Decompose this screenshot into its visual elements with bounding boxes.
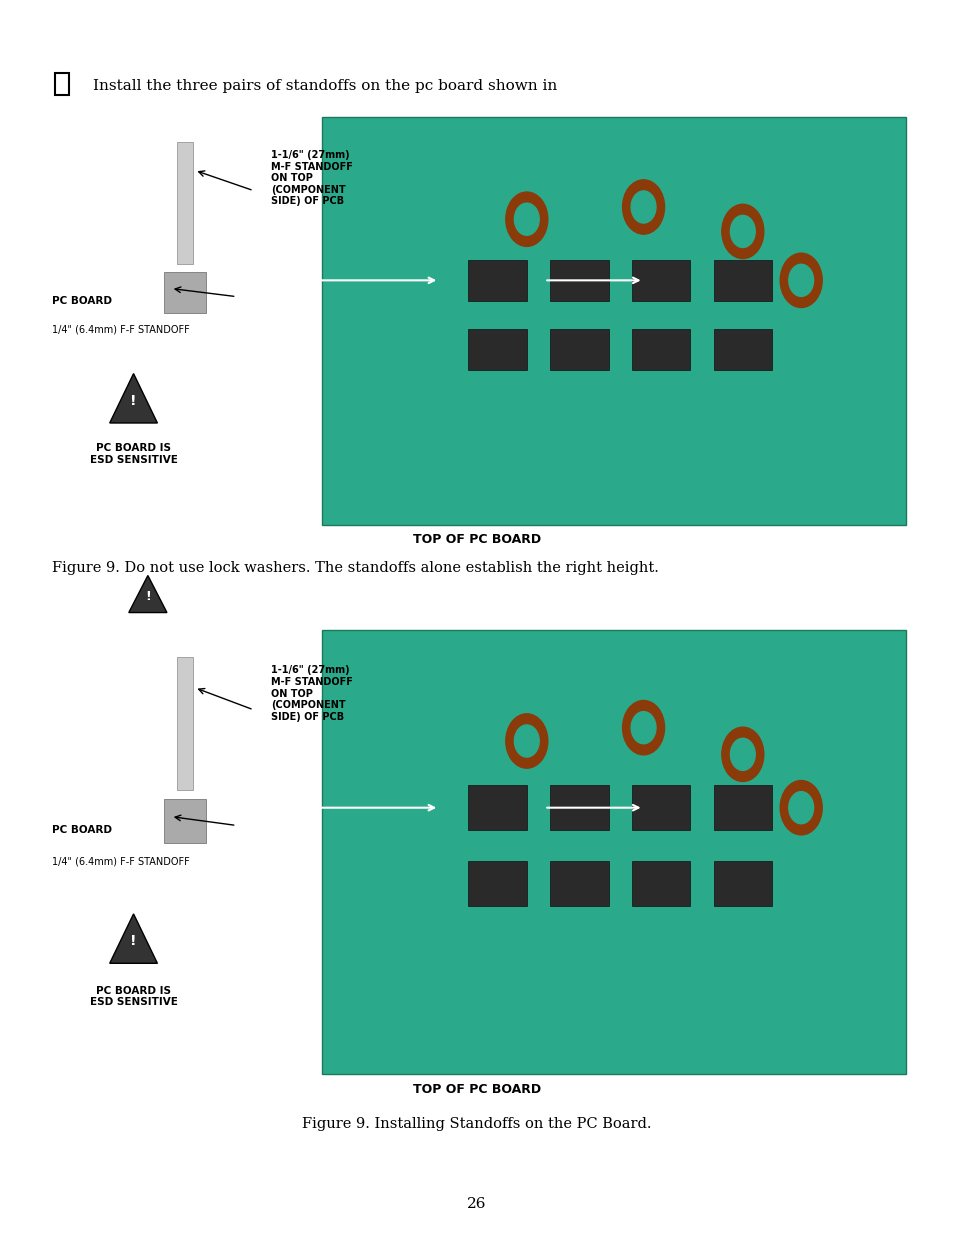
Bar — [631, 785, 690, 830]
Bar — [631, 330, 690, 370]
Text: Install the three pairs of standoffs on the pc board shown in: Install the three pairs of standoffs on … — [93, 79, 558, 94]
Circle shape — [514, 204, 538, 235]
Text: PC BOARD: PC BOARD — [52, 295, 112, 306]
Bar — [713, 785, 771, 830]
Circle shape — [788, 264, 813, 296]
Bar — [164, 272, 206, 312]
Bar — [631, 861, 690, 905]
Bar — [550, 861, 608, 905]
Circle shape — [780, 253, 821, 308]
Circle shape — [622, 700, 664, 755]
Bar — [468, 330, 526, 370]
Bar — [468, 785, 526, 830]
Text: TOP OF PC BOARD: TOP OF PC BOARD — [413, 534, 540, 546]
Circle shape — [505, 193, 547, 247]
Circle shape — [631, 191, 656, 224]
Text: 1-1/6" (27mm)
M-F STANDOFF
ON TOP
(COMPONENT
SIDE) OF PCB: 1-1/6" (27mm) M-F STANDOFF ON TOP (COMPO… — [271, 666, 353, 721]
Polygon shape — [110, 373, 157, 424]
Circle shape — [622, 180, 664, 235]
Bar — [713, 330, 771, 370]
Bar — [713, 261, 771, 301]
Bar — [550, 785, 608, 830]
Polygon shape — [110, 914, 157, 963]
Bar — [631, 261, 690, 301]
Bar — [468, 861, 526, 905]
Circle shape — [721, 204, 763, 258]
Bar — [164, 799, 206, 844]
Text: !: ! — [145, 590, 151, 603]
Text: PC BOARD IS
ESD SENSITIVE: PC BOARD IS ESD SENSITIVE — [90, 986, 177, 1007]
FancyBboxPatch shape — [322, 117, 905, 525]
Bar — [177, 142, 193, 264]
Polygon shape — [129, 576, 167, 613]
Circle shape — [730, 215, 755, 247]
Circle shape — [631, 711, 656, 743]
FancyBboxPatch shape — [322, 630, 905, 1074]
Text: TOP OF PC BOARD: TOP OF PC BOARD — [413, 1083, 540, 1095]
Text: PC BOARD: PC BOARD — [52, 825, 112, 835]
Circle shape — [505, 714, 547, 768]
Bar — [550, 330, 608, 370]
Text: !: ! — [131, 394, 136, 408]
Circle shape — [780, 781, 821, 835]
Text: 1/4" (6.4mm) F-F STANDOFF: 1/4" (6.4mm) F-F STANDOFF — [52, 856, 190, 866]
Bar — [468, 261, 526, 301]
Circle shape — [788, 792, 813, 824]
Bar — [713, 861, 771, 905]
Circle shape — [721, 727, 763, 782]
Circle shape — [514, 725, 538, 757]
Bar — [55, 73, 69, 95]
Text: 26: 26 — [467, 1197, 486, 1212]
Text: 1/4" (6.4mm) F-F STANDOFF: 1/4" (6.4mm) F-F STANDOFF — [52, 325, 190, 335]
Text: Figure 9. Do not use lock washers. The standoffs alone establish the right heigh: Figure 9. Do not use lock washers. The s… — [52, 561, 659, 576]
Circle shape — [730, 739, 755, 771]
Text: 1-1/6" (27mm)
M-F STANDOFF
ON TOP
(COMPONENT
SIDE) OF PCB: 1-1/6" (27mm) M-F STANDOFF ON TOP (COMPO… — [271, 149, 353, 206]
Text: PC BOARD IS
ESD SENSITIVE: PC BOARD IS ESD SENSITIVE — [90, 443, 177, 464]
Text: !: ! — [131, 934, 136, 948]
Bar — [550, 261, 608, 301]
Text: Figure 9. Installing Standoffs on the PC Board.: Figure 9. Installing Standoffs on the PC… — [302, 1116, 651, 1131]
Bar — [177, 657, 193, 790]
